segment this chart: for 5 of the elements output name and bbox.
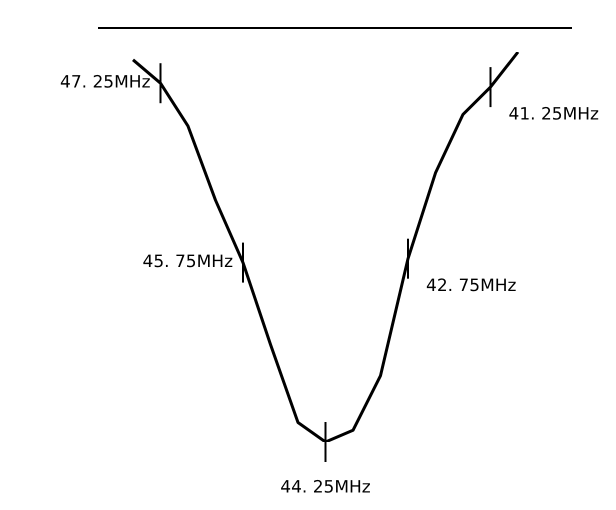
- annotation: 41. 25MHz: [508, 104, 600, 125]
- annotation: 47. 25MHz: [60, 72, 151, 93]
- annotation: 45. 75MHz: [142, 252, 234, 272]
- annotation: 42. 75MHz: [426, 276, 517, 296]
- text: 44. 25MHz: [280, 477, 371, 498]
